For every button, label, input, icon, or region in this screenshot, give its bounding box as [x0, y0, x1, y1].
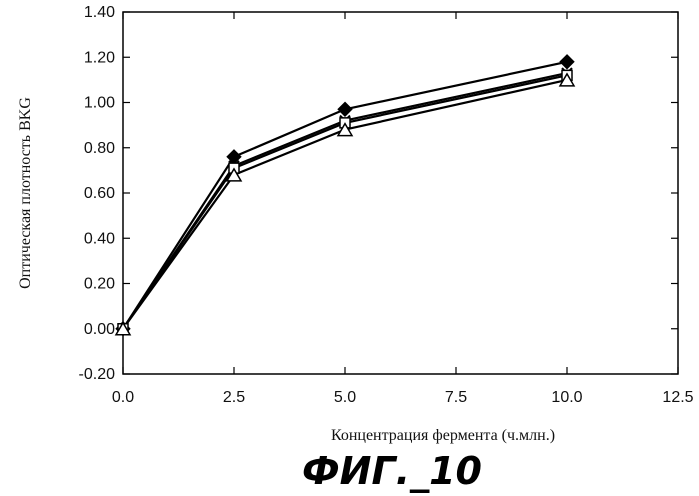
y-tick-label: 0.40: [84, 230, 115, 247]
x-tick-label: 5.0: [334, 389, 356, 406]
x-tick-label: 10.0: [551, 389, 582, 406]
y-tick-label: 0.00: [84, 321, 115, 338]
data-point-series-1: [338, 102, 352, 116]
figure-caption: ФИГ._10: [302, 449, 482, 493]
y-tick-label: 1.00: [84, 95, 115, 112]
y-tick-label: 0.20: [84, 276, 115, 293]
x-axis-title: Концентрация фермента (ч.млн.): [331, 427, 555, 444]
marker-layer: [116, 55, 574, 336]
y-axis-title: Оптическая плотность BKG: [17, 97, 34, 289]
y-tick-label: 0.80: [84, 140, 115, 157]
y-tick-label: 1.40: [84, 4, 115, 21]
y-tick-label: 0.60: [84, 185, 115, 202]
y-tick-label: 1.20: [84, 49, 115, 66]
x-tick-label: 12.5: [662, 389, 693, 406]
x-tick-label: 7.5: [445, 389, 467, 406]
x-tick-label: 2.5: [223, 389, 245, 406]
x-tick-label: 0.0: [112, 389, 134, 406]
y-tick-label: -0.20: [79, 366, 116, 383]
plot-frame: [123, 12, 678, 374]
y-axis: -0.20 0.00 0.20 0.40 0.60 0.80 1.00 1.20 1.40: [79, 4, 678, 383]
data-point-series-1: [560, 55, 574, 69]
